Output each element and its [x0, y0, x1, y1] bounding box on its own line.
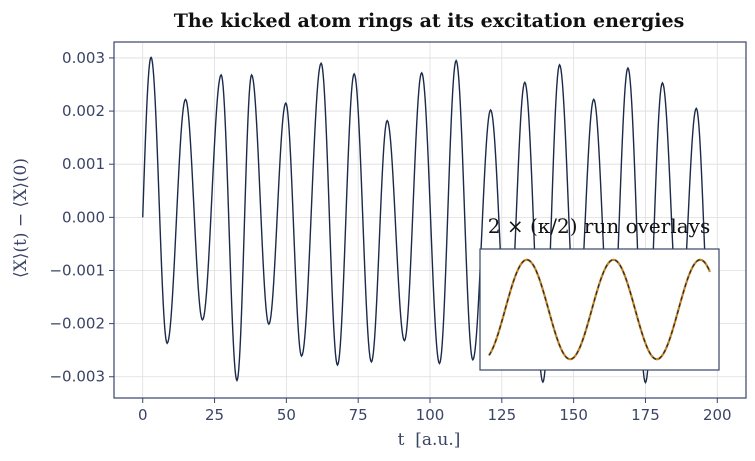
x-axis-label: t [a.u.] [398, 430, 461, 450]
inset-frame [479, 248, 720, 371]
y-tick-label: 0.003 [62, 49, 105, 67]
y-tick-label: 0.002 [62, 102, 105, 120]
x-tick-label: 50 [277, 406, 296, 424]
inset-series-line [488, 258, 712, 361]
x-tick-label: 25 [205, 406, 224, 424]
y-axis-label: ⟨X⟩(t) − ⟨X⟩(0) [11, 158, 31, 278]
y-tick-label: −0.001 [49, 261, 105, 279]
y-tick-label: −0.003 [49, 368, 105, 386]
x-tick-label: 200 [703, 406, 732, 424]
inset-panel: 2 × (κ/2) run overlays [479, 214, 720, 371]
x-tick-label: 100 [416, 406, 445, 424]
x-tick-label: 150 [559, 406, 588, 424]
x-tick-label: 175 [631, 406, 660, 424]
inset-title: 2 × (κ/2) run overlays [488, 214, 710, 238]
y-tick-label: −0.002 [49, 315, 105, 333]
chart-title: The kicked atom rings at its excitation … [174, 10, 685, 32]
x-tick-label: 0 [138, 406, 148, 424]
y-tick-label: 0.001 [62, 155, 105, 173]
inset-series-layer [488, 258, 712, 361]
x-axis: 0 25 50 75 100 125 150 175 200 [138, 398, 732, 424]
x-tick-label: 125 [487, 406, 516, 424]
x-tick-label: 75 [349, 406, 368, 424]
y-tick-label: 0.000 [62, 208, 105, 226]
y-axis: −0.003 −0.002 −0.001 0.000 0.001 0.002 0.003 [49, 49, 114, 386]
